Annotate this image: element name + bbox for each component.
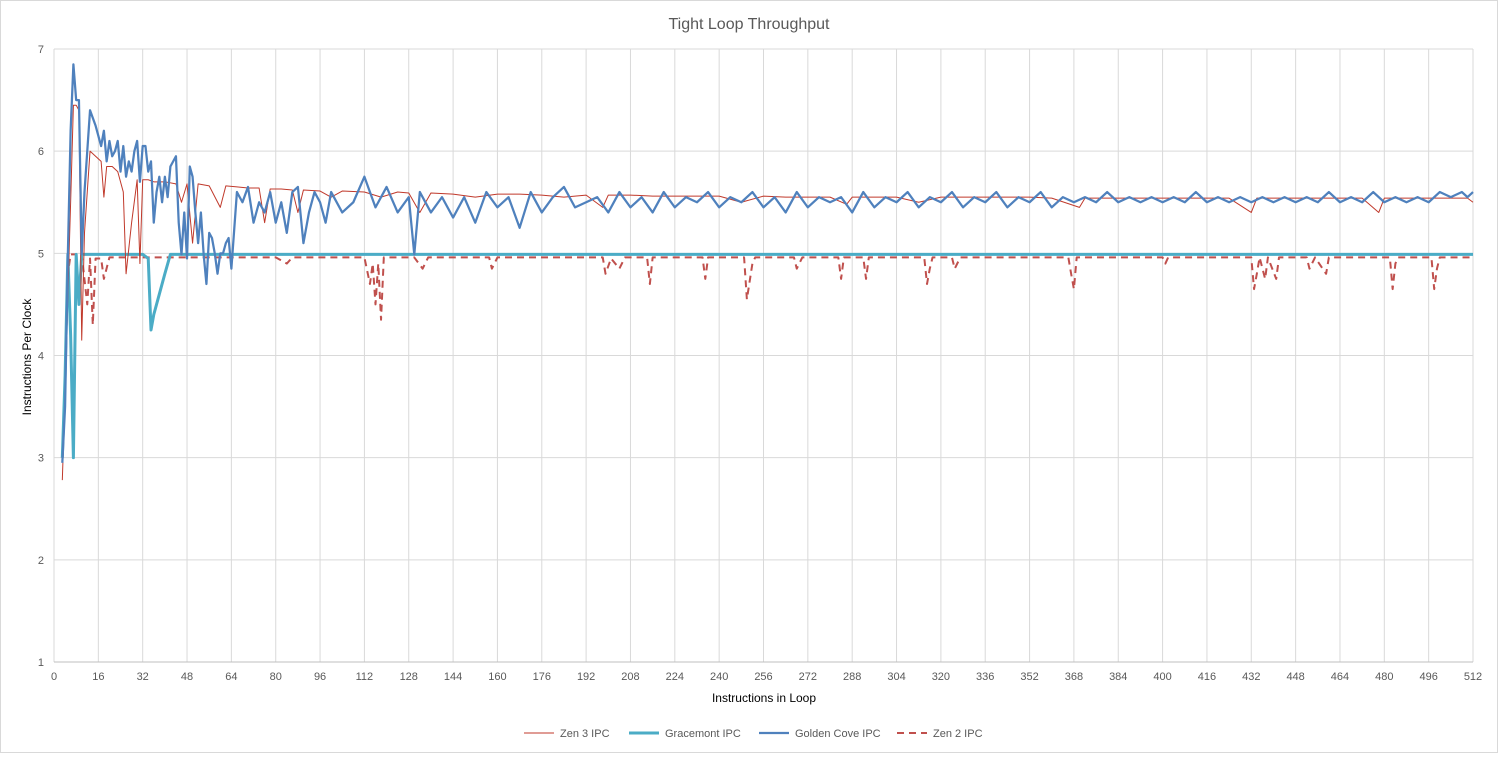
x-tick-label: 336 — [976, 671, 994, 683]
legend-label-zen-2-ipc: Zen 2 IPC — [933, 728, 983, 740]
y-tick-label: 5 — [38, 248, 44, 260]
x-tick-label: 368 — [1065, 671, 1083, 683]
x-tick-label: 352 — [1020, 671, 1038, 683]
x-tick-label: 208 — [621, 671, 639, 683]
x-tick-label: 432 — [1242, 671, 1260, 683]
x-tick-label: 480 — [1375, 671, 1393, 683]
series-group — [60, 63, 1474, 481]
x-tick-label: 192 — [577, 671, 595, 683]
x-tick-label: 304 — [887, 671, 905, 683]
x-tick-label: 160 — [488, 671, 506, 683]
x-tick-label: 64 — [225, 671, 237, 683]
x-tick-label: 48 — [181, 671, 193, 683]
x-tick-label: 240 — [710, 671, 728, 683]
x-tick-label: 16 — [92, 671, 104, 683]
y-tick-label: 7 — [38, 44, 44, 56]
chart-title: Tight Loop Throughput — [668, 16, 830, 33]
x-tick-label: 320 — [932, 671, 950, 683]
x-tick-label: 32 — [137, 671, 149, 683]
legend-label-gracemont-ipc: Gracemont IPC — [665, 728, 741, 740]
x-tick-label: 224 — [666, 671, 684, 683]
x-tick-label: 96 — [314, 671, 326, 683]
series-line-zen-3-ipc — [61, 104, 1474, 481]
x-tick-label: 272 — [799, 671, 817, 683]
x-tick-label: 400 — [1153, 671, 1171, 683]
x-tick-label: 80 — [270, 671, 282, 683]
x-tick-label: 112 — [356, 671, 374, 683]
y-tick-label: 1 — [38, 657, 44, 669]
y-tick-label: 6 — [38, 146, 44, 158]
series-line-zen-2-ipc — [61, 253, 1473, 458]
x-tick-label: 288 — [843, 671, 861, 683]
y-tick-label: 2 — [38, 555, 44, 567]
x-tick-label: 512 — [1464, 671, 1482, 683]
x-tick-label: 416 — [1198, 671, 1216, 683]
series-line-golden-cove-ipc — [61, 63, 1474, 463]
x-tick-label: 256 — [754, 671, 772, 683]
x-tick-label: 176 — [533, 671, 551, 683]
y-tick-label: 4 — [38, 351, 44, 363]
y-axis-label: Instructions Per Clock — [20, 298, 34, 416]
grid — [53, 48, 1474, 663]
x-tick-label: 496 — [1419, 671, 1437, 683]
x-tick-label: 448 — [1286, 671, 1304, 683]
axes: 1 2 3 4 5 6 7 0 16 32 48 64 80 96 112 128 144 160 176 192 20… — [38, 44, 1482, 683]
x-axis-label: Instructions in Loop — [712, 691, 816, 705]
legend-label-golden-cove-ipc: Golden Cove IPC — [795, 728, 881, 740]
legend-label-zen-3-ipc: Zen 3 IPC — [560, 728, 610, 740]
y-tick-label: 3 — [38, 453, 44, 465]
x-tick-label: 144 — [444, 671, 462, 683]
x-tick-label: 384 — [1109, 671, 1127, 683]
x-tick-label: 128 — [400, 671, 418, 683]
x-tick-label: 464 — [1331, 671, 1349, 683]
series-line-gracemont-ipc — [60, 252, 1473, 460]
x-tick-label: 0 — [51, 671, 57, 683]
legend: Zen 3 IPC Gracemont IPC Golden Cove IPC Zen… — [524, 728, 983, 740]
